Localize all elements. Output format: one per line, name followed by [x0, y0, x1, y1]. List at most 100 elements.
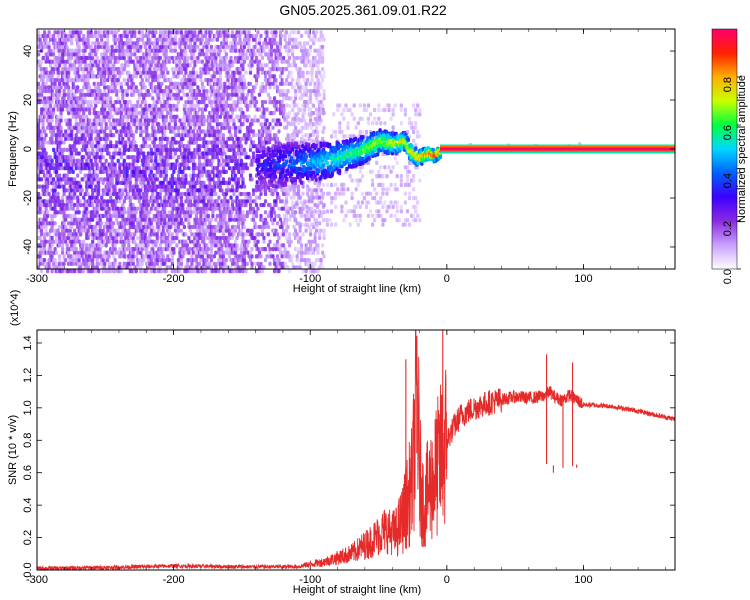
spectrogram-cell [115, 217, 119, 222]
spectrogram-cell [191, 118, 195, 123]
spectrogram-cell [235, 188, 239, 193]
spectrogram-cell [64, 92, 68, 97]
spectrogram-cell [190, 133, 194, 138]
spectrogram-cell [77, 180, 81, 185]
spectrogram-cell [73, 70, 77, 75]
spectrogram-cell [110, 166, 114, 171]
spectrogram-cell [203, 63, 207, 68]
spectrogram-cell [206, 151, 210, 156]
spectrogram-cell [164, 118, 168, 123]
spectrogram-cell [71, 162, 75, 167]
spectrogram-cell [211, 235, 215, 241]
spectrogram-cell [230, 188, 235, 193]
spectrogram-cell [209, 232, 213, 237]
spectrogram-cell [143, 202, 147, 208]
spectrogram-cell [98, 199, 102, 204]
spectrogram-cell [37, 265, 41, 270]
spectrogram-cell [167, 217, 171, 222]
spectrogram-cell [52, 52, 56, 57]
spectrogram-cell [217, 202, 221, 208]
spectrogram-cell [229, 147, 233, 152]
spectrogram-cell [143, 221, 147, 226]
spectrogram-cell [136, 89, 140, 94]
spectrogram-cell [70, 158, 74, 163]
spectrogram-cell [55, 199, 59, 204]
spectrogram-cell [238, 85, 242, 90]
spectrogram-cell [107, 151, 111, 156]
spectrogram-cell [119, 235, 123, 241]
spectrogram-cell [181, 129, 185, 134]
spectrogram-cell [233, 125, 238, 130]
spectrogram-cell [94, 184, 98, 189]
spectrogram-cell [178, 59, 182, 64]
spectrogram-cell [197, 89, 201, 94]
spectrogram-cell [193, 48, 197, 53]
spectrogram-cell [163, 206, 167, 211]
spectrogram-cell [154, 74, 158, 79]
spectrogram-cell [58, 63, 62, 68]
spectrogram-cell [224, 107, 228, 112]
spectrogram-cell [55, 232, 59, 237]
spectrogram-cell [65, 199, 69, 204]
spectrogram-cell [38, 250, 42, 255]
spectrogram-cell [82, 52, 86, 57]
spectrogram-cell [136, 235, 140, 241]
spectrogram-cell [238, 70, 242, 75]
spectrogram-cell [37, 144, 41, 149]
spectrogram-cell [55, 63, 59, 68]
spectrogram-cell [136, 100, 140, 105]
spectrogram-cell [53, 191, 57, 197]
spectrogram-cell [202, 199, 206, 204]
spectrogram-cell [205, 155, 209, 160]
spectrogram-cell [92, 265, 96, 270]
spectrogram-cell [164, 67, 168, 72]
spectrogram-cell [91, 191, 95, 197]
spectrogram-cell [46, 78, 50, 83]
spectrogram-cell [64, 224, 68, 230]
spectrogram-cell [164, 173, 168, 178]
spectrogram-cell [155, 111, 159, 116]
spectrogram-cell [125, 221, 129, 226]
spectrogram-cell [134, 162, 138, 167]
spectrogram-cell [146, 33, 150, 39]
spectrogram-cell [160, 166, 164, 171]
spectrogram-cell [139, 250, 143, 255]
spectrogram-cell [155, 177, 159, 182]
spectrogram-cell [47, 162, 51, 167]
spectrogram-cell [74, 254, 78, 259]
spectrogram-cell [112, 133, 116, 138]
spectrogram-cell [83, 136, 87, 141]
spectrogram-cell [58, 48, 62, 53]
spectrogram-cell [118, 162, 122, 167]
spectrogram-cell [238, 140, 242, 145]
spectrogram-cell [203, 118, 207, 123]
spectrogram-cell [185, 243, 189, 248]
spectrogram-cell [161, 213, 165, 219]
spectrogram-cell [46, 173, 50, 178]
spectrogram-cell [61, 44, 65, 50]
spectrogram-cell [215, 114, 219, 119]
spectrogram-cell [206, 70, 210, 75]
spectrogram-cell [214, 228, 218, 233]
spectrogram-cell [124, 144, 128, 149]
spectrogram-cell [179, 70, 183, 75]
spectrogram-cell [185, 199, 189, 204]
spectrogram-cell [67, 89, 71, 94]
spectrogram-cell [50, 224, 54, 230]
spectrogram-cell [169, 155, 173, 160]
spectrogram-cell [97, 133, 101, 138]
spectrogram-cell [190, 122, 194, 127]
spectrogram-cell [229, 74, 233, 79]
spectrogram-cell [173, 177, 177, 182]
spectrogram-cell [59, 118, 63, 123]
spectrogram-cell [91, 55, 95, 61]
spectrogram-cell [89, 67, 93, 72]
spectrogram-cell [169, 103, 173, 108]
spectrogram-cell [58, 158, 62, 163]
spectrogram-cell [200, 173, 204, 178]
spectrogram-cell [83, 122, 87, 127]
spectrogram-cell [86, 258, 90, 263]
spectrogram-cell [109, 125, 113, 130]
spectrogram-cell [95, 37, 99, 42]
spectrogram-cell [137, 92, 141, 97]
